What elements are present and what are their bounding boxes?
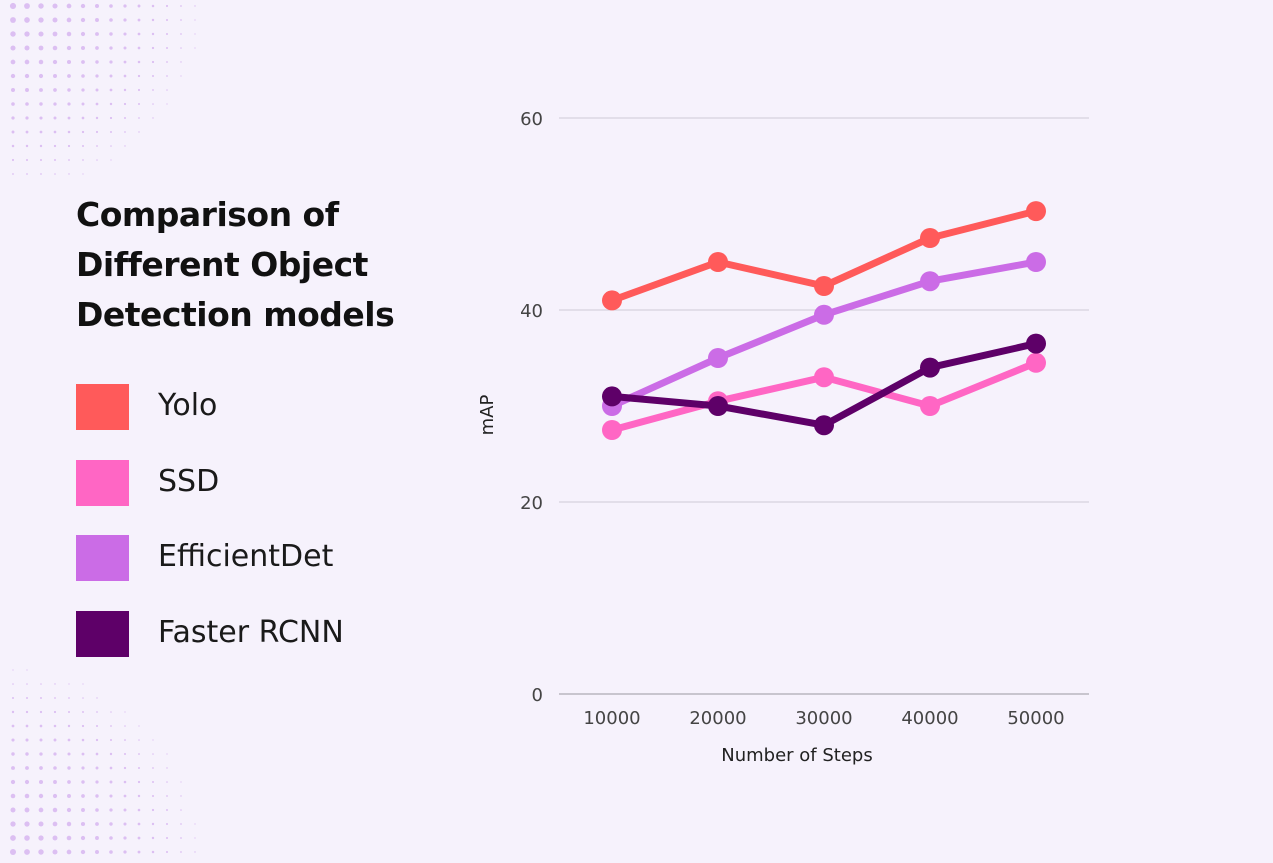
y-tick-label: 0 bbox=[532, 685, 543, 706]
x-tick-label: 40000 bbox=[901, 708, 958, 729]
legend-label-faster-rcnn: Faster RCNN bbox=[158, 615, 344, 650]
x-axis-ticks: 10000 20000 30000 40000 50000 bbox=[583, 708, 1064, 729]
data-point-efficientdet bbox=[814, 304, 834, 325]
y-tick-label: 20 bbox=[520, 493, 543, 514]
series-group bbox=[602, 201, 1046, 440]
data-point-faster-rcnn bbox=[920, 357, 940, 378]
data-point-ssd bbox=[814, 367, 834, 388]
legend-label-efficientdet: EfficientDet bbox=[158, 539, 334, 574]
legend-label-ssd: SSD bbox=[158, 464, 220, 499]
data-point-ssd bbox=[602, 420, 622, 440]
series-faster-rcnn bbox=[602, 333, 1046, 436]
legend-item-faster-rcnn: Faster RCNN bbox=[76, 611, 406, 657]
data-point-faster-rcnn bbox=[708, 396, 728, 416]
chart-title: Comparison of Different Object Detection… bbox=[76, 195, 395, 334]
data-point-efficientdet bbox=[1026, 252, 1046, 272]
data-point-ssd bbox=[920, 396, 940, 416]
data-point-faster-rcnn bbox=[814, 415, 834, 436]
legend-swatch-efficientdet bbox=[76, 535, 129, 581]
y-axis-ticks: 0 20 40 60 bbox=[520, 109, 543, 706]
x-tick-label: 50000 bbox=[1007, 708, 1064, 729]
data-point-yolo bbox=[814, 276, 834, 296]
data-point-faster-rcnn bbox=[1026, 333, 1046, 354]
y-tick-label: 60 bbox=[520, 109, 543, 130]
x-tick-label: 20000 bbox=[689, 708, 746, 729]
gridlines bbox=[559, 117, 1089, 695]
data-point-efficientdet bbox=[920, 271, 940, 292]
legend-item-efficientdet: EfficientDet bbox=[76, 535, 406, 581]
legend-item-ssd: SSD bbox=[76, 460, 406, 506]
x-axis-label: Number of Steps bbox=[721, 745, 872, 766]
legend-swatch-ssd bbox=[76, 460, 129, 506]
data-point-faster-rcnn bbox=[602, 386, 622, 407]
x-tick-label: 30000 bbox=[795, 708, 852, 729]
legend-label-yolo: Yolo bbox=[158, 388, 218, 423]
data-point-yolo bbox=[920, 228, 940, 248]
series-yolo bbox=[602, 201, 1046, 311]
data-point-yolo bbox=[708, 252, 728, 272]
data-point-yolo bbox=[602, 290, 622, 311]
legend-swatch-faster-rcnn bbox=[76, 611, 129, 657]
y-axis-label: mAP bbox=[477, 395, 498, 436]
data-point-efficientdet bbox=[708, 348, 728, 368]
data-point-ssd bbox=[1026, 352, 1046, 373]
legend-item-yolo: Yolo bbox=[76, 384, 406, 430]
legend-swatch-yolo bbox=[76, 384, 129, 430]
y-tick-label: 40 bbox=[520, 301, 543, 322]
x-tick-label: 10000 bbox=[583, 708, 640, 729]
data-point-yolo bbox=[1026, 201, 1046, 222]
